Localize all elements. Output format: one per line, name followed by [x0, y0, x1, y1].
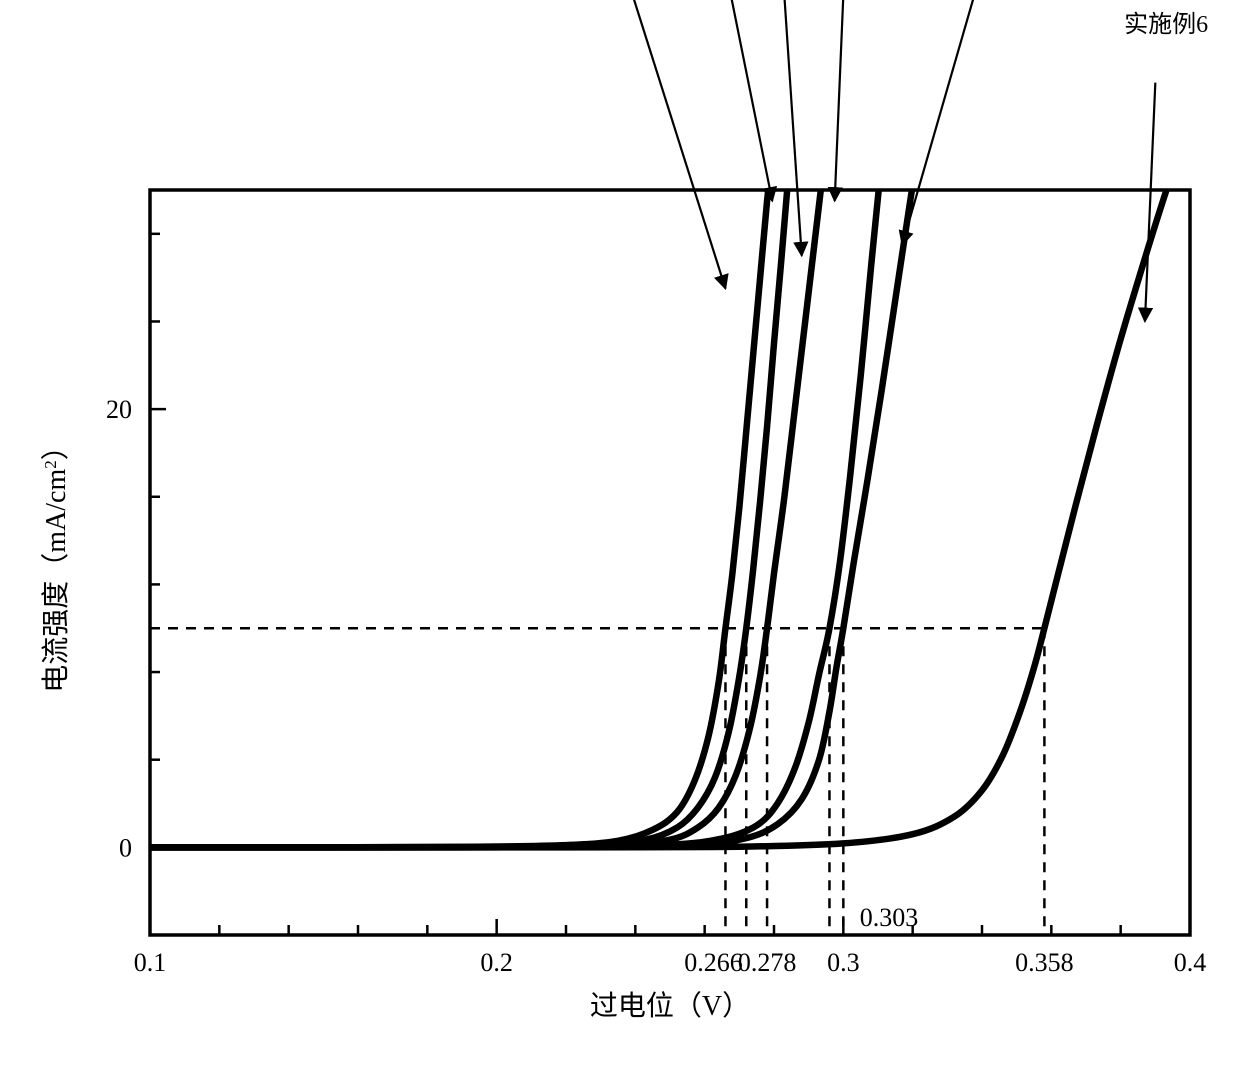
y-tick-label: 20	[106, 395, 132, 424]
chart-container: 0.1 0.2 0.4 0.2660.278 0.30.303 0.358 0 20 过电位（V…	[0, 0, 1240, 1066]
x-tick-label: 0.2	[480, 948, 513, 977]
x-axis-label: 过电位（V）	[590, 990, 750, 1022]
y-tick-label: 0	[119, 833, 132, 862]
y-axis-label: 电流强度（mA/cm2）	[40, 432, 72, 693]
x-intercept-label: 0.266	[684, 948, 743, 977]
x-intercept-label: 0.3	[827, 948, 860, 977]
callout-实施例6: 实施例6	[1124, 11, 1208, 38]
x-tick-label: 0.1	[134, 948, 167, 977]
polarization-curve-chart: 0.1 0.2 0.4 0.2660.278 0.30.303 0.358 0 20 过电位（V…	[0, 0, 1240, 1066]
x-tick-label: 0.4	[1174, 948, 1207, 977]
x-intercept-label: 0.278	[738, 948, 797, 977]
x-intercept-label: 0.358	[1015, 948, 1074, 977]
x-intercept-label: 0.303	[860, 903, 919, 932]
